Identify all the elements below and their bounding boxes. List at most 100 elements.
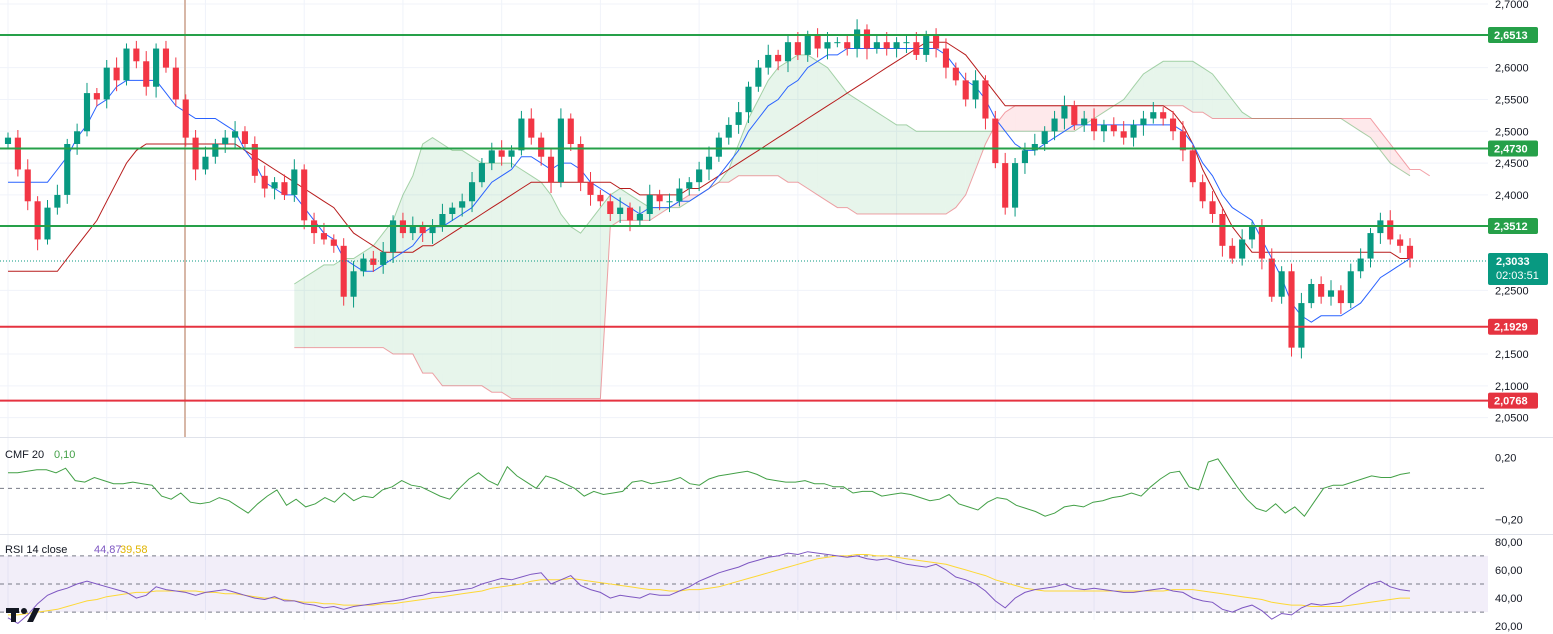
candle xyxy=(1012,158,1019,217)
cmf-tick-label: −0,20 xyxy=(1495,514,1523,526)
candle-body xyxy=(301,169,308,221)
candle-body xyxy=(1071,105,1078,125)
cloud-segment-bullish xyxy=(926,131,937,214)
cloud-segment-bullish xyxy=(373,233,384,348)
cmf-panel[interactable]: CMF 20 0,10 xyxy=(0,449,1488,517)
candle-body xyxy=(804,35,811,55)
candle xyxy=(1189,145,1196,188)
candle xyxy=(192,130,199,181)
candle-body xyxy=(1110,124,1117,132)
candle-body xyxy=(923,35,930,55)
candle xyxy=(34,196,41,251)
candle xyxy=(893,37,900,58)
cmf-axis[interactable]: 0,20 −0,20 xyxy=(1495,452,1523,526)
candle xyxy=(873,34,880,54)
price-panel[interactable]: 2,6513 2,4730 2,3512 2,1929 2,0768 xyxy=(0,0,1538,620)
candle xyxy=(577,136,584,192)
rsi-tick-label: 40,00 xyxy=(1495,593,1523,605)
candle-body xyxy=(389,220,397,253)
candle xyxy=(725,117,732,145)
candle xyxy=(775,49,782,71)
cloud-segment-bullish xyxy=(1163,61,1174,106)
cloud-segment-bullish xyxy=(422,137,433,374)
cmf-legend-name[interactable]: CMF 20 xyxy=(5,449,44,461)
candle-body xyxy=(459,201,466,208)
candle-body xyxy=(261,175,268,189)
level-label: 2,0768 xyxy=(1494,396,1528,408)
candle-body xyxy=(478,163,485,183)
cloud-segment-bearish xyxy=(1360,118,1371,138)
rsi-axis[interactable]: 80,00 60,00 40,00 20,00 xyxy=(1495,537,1523,633)
candle xyxy=(232,121,239,149)
candle xyxy=(1120,121,1127,145)
cloud-segment-bullish xyxy=(886,118,897,214)
candle-body xyxy=(587,182,594,195)
candle-body xyxy=(1051,118,1058,132)
candle xyxy=(1090,108,1098,141)
candle-body xyxy=(834,42,841,44)
candle xyxy=(1318,276,1325,304)
cloud-segment-bullish xyxy=(1242,112,1253,119)
cloud-segment-bullish xyxy=(837,80,848,208)
cmf-series xyxy=(8,458,1411,517)
cloud-segment-bullish xyxy=(491,163,502,393)
candle xyxy=(212,138,219,164)
candle-body xyxy=(1278,271,1285,297)
cloud-segment-bullish xyxy=(501,163,512,399)
candle xyxy=(459,193,466,217)
candle xyxy=(261,165,268,198)
rsi-line xyxy=(7,551,1411,625)
candle xyxy=(587,172,594,206)
candle-body xyxy=(1367,233,1374,259)
candle-body xyxy=(320,233,328,240)
support-resistance-levels[interactable]: 2,6513 2,4730 2,3512 2,1929 2,0768 xyxy=(0,26,1538,409)
candle-body xyxy=(775,54,782,62)
cloud-segment-bearish xyxy=(1390,144,1401,170)
candle xyxy=(1397,234,1404,253)
candle-body xyxy=(1219,214,1226,246)
price-axis[interactable]: 2,7000 2,6000 2,5500 2,5000 2,4500 2,4000 2,25… xyxy=(1495,0,1529,425)
candle-body xyxy=(567,118,574,144)
candle xyxy=(143,51,150,96)
candle xyxy=(1367,228,1374,268)
candle-body xyxy=(893,42,900,49)
cloud-segment-bullish xyxy=(1143,67,1154,106)
candle-body xyxy=(429,226,436,234)
rsi-legend-name[interactable]: RSI 14 close xyxy=(5,544,67,556)
candle-body xyxy=(291,169,298,195)
candle-body xyxy=(676,188,683,202)
cloud-segment-bullish xyxy=(521,169,532,399)
cloud-segment-bullish xyxy=(1182,61,1193,113)
level-label: 2,6513 xyxy=(1494,30,1528,42)
candle-body xyxy=(528,118,535,138)
candle-body xyxy=(360,258,367,272)
candle-body xyxy=(1406,245,1414,259)
candle-body xyxy=(34,201,41,240)
candle xyxy=(814,28,821,58)
candle-body xyxy=(350,271,357,297)
candle xyxy=(281,174,288,200)
candle xyxy=(1406,238,1414,268)
candle-body xyxy=(1209,201,1216,214)
cloud-segment-bullish xyxy=(570,226,581,399)
cloud-segment-bearish xyxy=(1034,105,1045,132)
candle-body xyxy=(133,48,140,62)
cloud-segment-bearish xyxy=(1024,105,1035,132)
candle-body xyxy=(1002,163,1009,208)
level-label: 2,1929 xyxy=(1494,322,1528,334)
candle-body xyxy=(715,137,722,157)
cloud-segment-bullish xyxy=(610,188,621,227)
candle-body xyxy=(508,150,515,157)
candle-body xyxy=(538,137,545,157)
candle-body xyxy=(1130,124,1137,138)
candle xyxy=(1337,285,1344,314)
rsi-panel[interactable]: RSI 14 close 44,87 39,58 xyxy=(0,544,1488,625)
candle-body xyxy=(814,35,821,49)
candle-body xyxy=(962,80,969,100)
candle-body xyxy=(1021,150,1029,164)
candle xyxy=(241,126,249,150)
candle-body xyxy=(755,67,762,87)
candle xyxy=(24,159,31,211)
candle xyxy=(1268,248,1275,302)
tradingview-logo-icon[interactable] xyxy=(6,608,40,622)
